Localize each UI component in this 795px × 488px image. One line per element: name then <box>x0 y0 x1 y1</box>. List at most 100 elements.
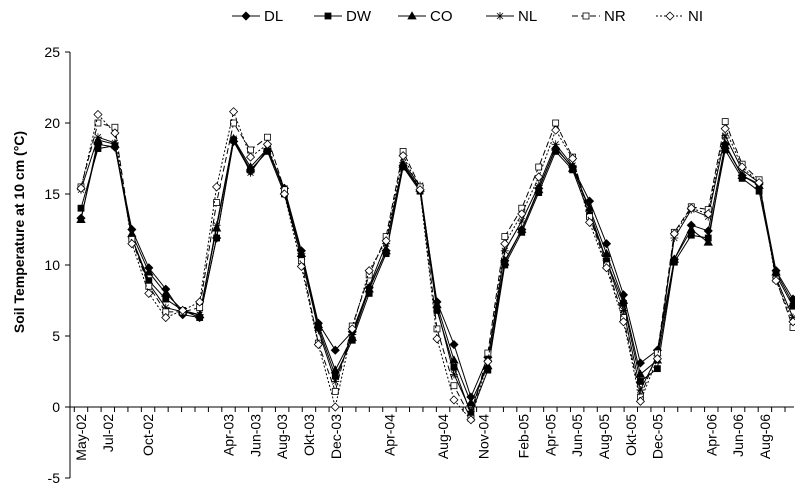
legend-item-co: CO <box>398 8 453 25</box>
x-tick-label: May-02 <box>73 414 89 461</box>
data-point-nr <box>721 118 729 125</box>
data-point-ni <box>669 229 679 239</box>
data-point-nl <box>331 377 340 386</box>
data-point-ni <box>110 128 120 138</box>
data-point-ni <box>398 151 408 161</box>
legend-item-dl: DL <box>232 8 283 25</box>
legend-label: NR <box>604 8 626 25</box>
data-point-ni <box>720 124 730 134</box>
data-point-nl <box>585 207 594 216</box>
data-point-ni <box>229 107 239 117</box>
data-point-ni <box>466 415 476 425</box>
data-point-ni <box>686 203 696 213</box>
legend-item-dw: DW <box>314 8 372 25</box>
legend: DL DW CO NL NR NI <box>232 8 703 25</box>
data-point-nl <box>212 221 221 230</box>
data-point-ni <box>330 402 340 412</box>
x-ticks: May-02 Jul-02 Oct-02 Apr-03 Jun-03 Aug-03 Okt-… <box>73 407 786 461</box>
data-point-co <box>635 369 646 378</box>
data-point-nl <box>602 256 611 265</box>
data-point-ni <box>144 288 154 298</box>
series-line-co <box>80 137 794 404</box>
data-point-dw <box>77 204 85 212</box>
x-tick-label: Aug-05 <box>596 414 612 459</box>
data-point-nl <box>619 306 628 315</box>
data-point-nr <box>552 119 560 127</box>
data-point-ni <box>788 317 795 327</box>
data-point-ni <box>178 305 188 316</box>
data-point-nl <box>500 246 509 255</box>
legend-marker <box>241 11 251 21</box>
data-point-nl <box>195 310 204 319</box>
data-point-nl <box>161 303 170 312</box>
data-point-ni <box>635 396 645 406</box>
series-nr <box>77 118 795 422</box>
data-point-dw <box>94 145 102 152</box>
data-point-nr <box>331 387 339 395</box>
series-dw <box>77 136 795 418</box>
data-point-ni <box>245 152 256 162</box>
data-point-ni <box>771 276 781 286</box>
series-line-dl <box>80 140 794 399</box>
legend-marker <box>324 12 332 20</box>
data-point-ni <box>500 239 510 249</box>
legend-marker <box>496 12 504 20</box>
data-point-ni <box>279 189 289 199</box>
data-point-nl <box>246 168 255 177</box>
data-point-nl <box>449 370 458 379</box>
data-point-ni <box>568 153 578 164</box>
x-tick-label: Oct-02 <box>140 414 156 456</box>
x-tick-label: Jun-05 <box>569 414 585 457</box>
data-point-ni <box>551 125 561 135</box>
data-point-ni <box>364 266 374 276</box>
series-line-nl <box>80 134 794 413</box>
x-tick-label: Aug-06 <box>757 414 773 459</box>
axes <box>69 52 794 478</box>
data-point-nl <box>636 385 645 394</box>
data-point-ni <box>347 324 357 334</box>
data-point-nl <box>551 140 560 149</box>
x-tick-label: Apr-05 <box>542 414 558 456</box>
data-point-ni <box>313 339 323 350</box>
data-point-nr <box>264 133 271 141</box>
data-point-ni <box>534 172 544 182</box>
data-point-nl <box>433 303 441 312</box>
y-axis-label: Soil Temperature at 10 cm (°C) <box>11 131 27 333</box>
data-point-nl <box>534 181 543 190</box>
data-point-nr <box>213 199 221 206</box>
x-tick-label: Okt-05 <box>623 414 639 456</box>
legend-label: DW <box>346 8 372 25</box>
y-tick-label: 25 <box>44 44 60 60</box>
legend-label: NL <box>518 8 537 25</box>
data-point-dl <box>330 345 340 355</box>
data-point-nr <box>501 233 509 241</box>
data-point-co <box>686 224 696 233</box>
data-point-ni <box>618 317 629 327</box>
data-point-dl <box>601 239 612 249</box>
data-point-co <box>737 170 747 179</box>
y-tick-label: 0 <box>52 399 60 415</box>
data-point-ni <box>754 178 764 188</box>
y-tick-label: -5 <box>48 470 61 486</box>
series-layer <box>76 107 795 425</box>
legend-label: DL <box>264 8 283 25</box>
data-point-co <box>161 288 171 297</box>
x-tick-label: Jun-03 <box>247 414 263 457</box>
data-point-ni <box>601 263 612 273</box>
series-ni <box>76 107 795 425</box>
series-line-nr <box>80 119 794 420</box>
data-point-nr <box>535 163 543 171</box>
data-point-dw <box>653 365 661 373</box>
data-point-ni <box>262 139 273 149</box>
series-dl <box>76 136 795 402</box>
data-point-nl <box>721 131 730 140</box>
data-point-nl <box>93 133 102 142</box>
x-tick-label: Jun-06 <box>730 414 746 457</box>
y-tick-label: 20 <box>44 115 60 131</box>
data-point-nl <box>348 330 357 339</box>
data-point-ni <box>449 395 459 405</box>
data-point-co <box>330 365 340 374</box>
x-tick-label: Jul-02 <box>100 414 116 452</box>
legend-marker <box>407 11 417 20</box>
